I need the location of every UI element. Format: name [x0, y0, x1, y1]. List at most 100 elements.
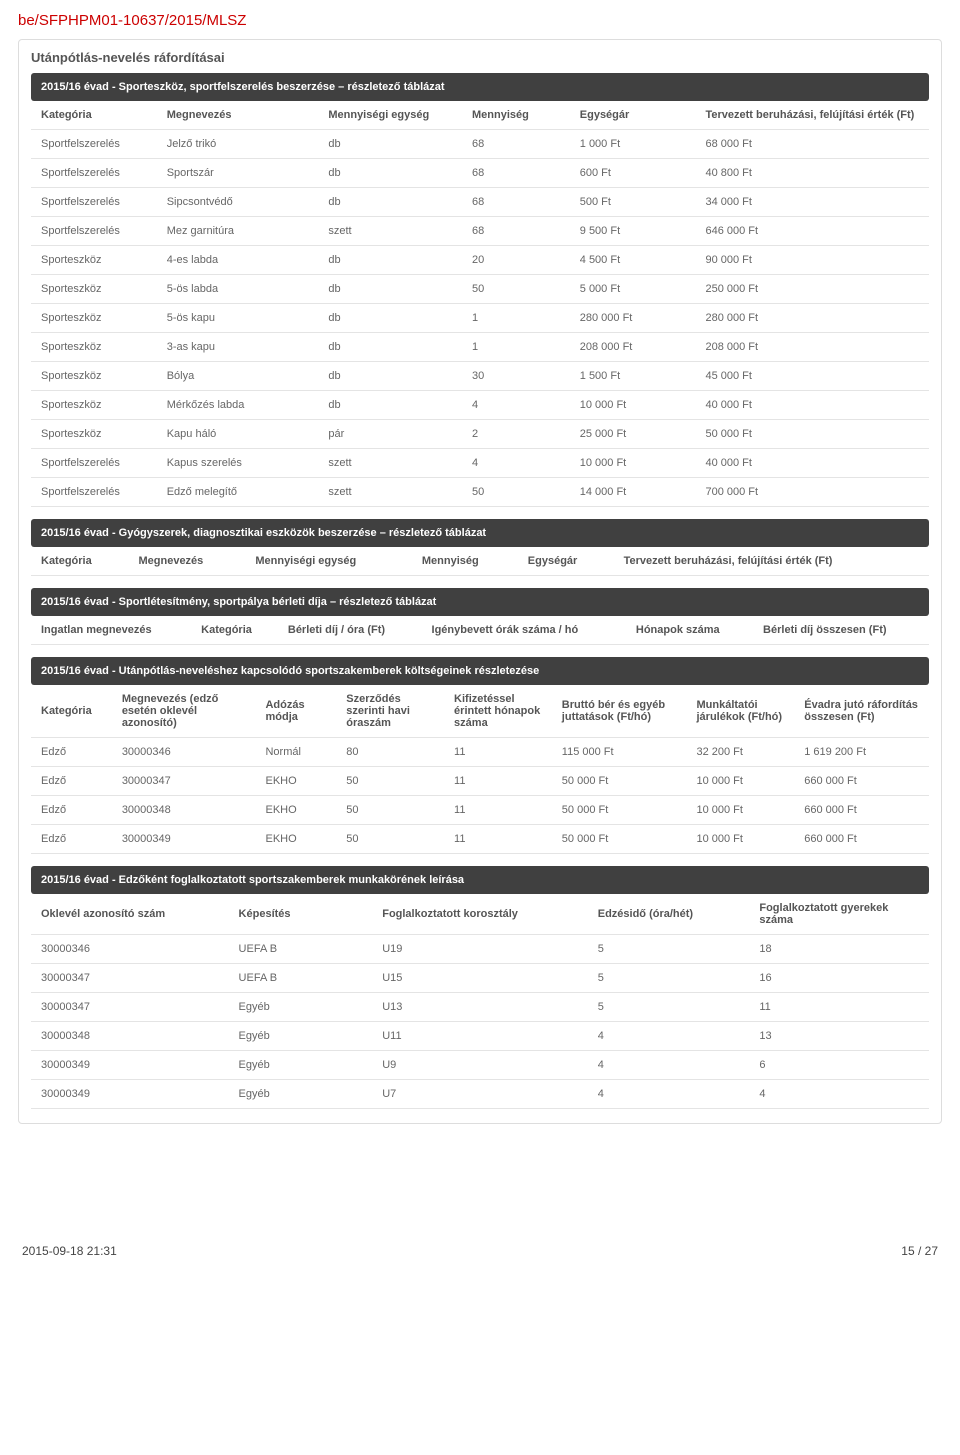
staff-cost-cell: EKHO	[255, 825, 336, 854]
equipment-cell: 5-ös labda	[157, 275, 319, 304]
staff-cost-header: Bruttó bér és egyéb juttatások (Ft/hó)	[552, 685, 687, 738]
rental-header: Igénybevett órák száma / hó	[422, 616, 626, 645]
equipment-cell: db	[318, 246, 462, 275]
equipment-cell: 34 000 Ft	[695, 188, 929, 217]
equipment-cell: 9 500 Ft	[570, 217, 696, 246]
equipment-cell: 45 000 Ft	[695, 362, 929, 391]
equipment-cell: Sportfelszerelés	[31, 478, 157, 507]
staff-cost-cell: 50 000 Ft	[552, 796, 687, 825]
staff-cost-cell: 660 000 Ft	[794, 825, 929, 854]
equipment-cell: 68	[462, 130, 570, 159]
equipment-cell: 700 000 Ft	[695, 478, 929, 507]
coach-role-cell: 5	[588, 935, 750, 964]
equipment-cell: Sporteszköz	[31, 333, 157, 362]
staff-cost-cell: 115 000 Ft	[552, 738, 687, 767]
coach-role-cell: Egyéb	[229, 1022, 373, 1051]
equipment-cell: Sporteszköz	[31, 391, 157, 420]
equipment-cell: 30	[462, 362, 570, 391]
coach-role-row: 30000348EgyébU11413	[31, 1022, 929, 1051]
equipment-cell: 40 000 Ft	[695, 449, 929, 478]
staff-cost-cell: Edző	[31, 825, 112, 854]
coach-role-header: Foglalkoztatott korosztály	[372, 894, 588, 935]
equipment-cell: Kapu háló	[157, 420, 319, 449]
equipment-cell: szett	[318, 449, 462, 478]
equipment-cell: Sportfelszerelés	[31, 159, 157, 188]
section-bar-coach-role: 2015/16 évad - Edzőként foglalkoztatott …	[31, 866, 929, 894]
equipment-cell: pár	[318, 420, 462, 449]
equipment-row: Sporteszköz3-as kapudb1208 000 Ft208 000…	[31, 333, 929, 362]
staff-cost-header: Kifizetéssel érintett hónapok száma	[444, 685, 552, 738]
equipment-cell: 3-as kapu	[157, 333, 319, 362]
equipment-header: Egységár	[570, 101, 696, 130]
coach-role-cell: 4	[588, 1051, 750, 1080]
staff-cost-cell: 30000346	[112, 738, 256, 767]
equipment-header: Mennyiségi egység	[318, 101, 462, 130]
staff-cost-cell: 50	[336, 796, 444, 825]
coach-role-header: Foglalkoztatott gyerekek száma	[749, 894, 929, 935]
equipment-row: SporteszközKapu hálópár225 000 Ft50 000 …	[31, 420, 929, 449]
equipment-header: Megnevezés	[157, 101, 319, 130]
coach-role-cell: U7	[372, 1080, 588, 1109]
staff-cost-cell: 11	[444, 825, 552, 854]
equipment-row: SportfelszerelésKapus szerelésszett410 0…	[31, 449, 929, 478]
equipment-cell: Sipcsontvédő	[157, 188, 319, 217]
equipment-cell: db	[318, 304, 462, 333]
staff-cost-cell: 80	[336, 738, 444, 767]
section-bar-medicine: 2015/16 évad - Gyógyszerek, diagnosztika…	[31, 519, 929, 547]
equipment-cell: Sportfelszerelés	[31, 217, 157, 246]
equipment-cell: 2	[462, 420, 570, 449]
panel-title: Utánpótlás-nevelés ráfordításai	[31, 50, 929, 65]
equipment-cell: Sportfelszerelés	[31, 130, 157, 159]
staff-cost-header: Évadra jutó ráfordítás összesen (Ft)	[794, 685, 929, 738]
equipment-cell: db	[318, 333, 462, 362]
staff-cost-cell: Normál	[255, 738, 336, 767]
medicine-header: Tervezett beruházási, felújítási érték (…	[614, 547, 929, 576]
equipment-cell: Mérkőzés labda	[157, 391, 319, 420]
coach-role-cell: 4	[749, 1080, 929, 1109]
equipment-cell: 250 000 Ft	[695, 275, 929, 304]
equipment-cell: 40 000 Ft	[695, 391, 929, 420]
equipment-cell: 646 000 Ft	[695, 217, 929, 246]
coach-role-cell: 16	[749, 964, 929, 993]
staff-cost-header: Megnevezés (edző esetén oklevél azonosít…	[112, 685, 256, 738]
footer-page: 15 / 27	[901, 1244, 938, 1258]
section-bar-rental: 2015/16 évad - Sportlétesítmény, sportpá…	[31, 588, 929, 616]
staff-cost-cell: 30000347	[112, 767, 256, 796]
coach-role-cell: 6	[749, 1051, 929, 1080]
equipment-cell: 1 500 Ft	[570, 362, 696, 391]
equipment-row: SporteszközMérkőzés labdadb410 000 Ft40 …	[31, 391, 929, 420]
document-id: be/SFPHPM01-10637/2015/MLSZ	[18, 12, 942, 29]
equipment-cell: 40 800 Ft	[695, 159, 929, 188]
coach-role-cell: 30000346	[31, 935, 229, 964]
staff-cost-cell: 30000349	[112, 825, 256, 854]
medicine-header: Mennyiségi egység	[245, 547, 412, 576]
footer-timestamp: 2015-09-18 21:31	[22, 1244, 117, 1258]
equipment-cell: Sportfelszerelés	[31, 188, 157, 217]
staff-cost-cell: Edző	[31, 796, 112, 825]
equipment-row: SportfelszerelésMez garnitúraszett689 50…	[31, 217, 929, 246]
equipment-header: Tervezett beruházási, felújítási érték (…	[695, 101, 929, 130]
rental-header: Ingatlan megnevezés	[31, 616, 191, 645]
coach-role-cell: U19	[372, 935, 588, 964]
equipment-cell: 68	[462, 188, 570, 217]
equipment-row: SportfelszerelésJelző trikódb681 000 Ft6…	[31, 130, 929, 159]
coach-role-cell: 4	[588, 1080, 750, 1109]
staff-cost-header: Adózás módja	[255, 685, 336, 738]
equipment-cell: Sporteszköz	[31, 420, 157, 449]
coach-role-cell: 18	[749, 935, 929, 964]
equipment-cell: Sportszár	[157, 159, 319, 188]
staff-cost-row: Edző30000349EKHO501150 000 Ft10 000 Ft66…	[31, 825, 929, 854]
equipment-cell: 4	[462, 391, 570, 420]
equipment-cell: db	[318, 130, 462, 159]
equipment-cell: Sporteszköz	[31, 304, 157, 333]
coach-role-cell: 13	[749, 1022, 929, 1051]
equipment-cell: 280 000 Ft	[570, 304, 696, 333]
equipment-table: KategóriaMegnevezésMennyiségi egységMenn…	[31, 101, 929, 507]
equipment-cell: Kapus szerelés	[157, 449, 319, 478]
equipment-cell: Sporteszköz	[31, 246, 157, 275]
staff-cost-cell: 30000348	[112, 796, 256, 825]
equipment-cell: Bólya	[157, 362, 319, 391]
staff-cost-cell: 32 200 Ft	[686, 738, 794, 767]
equipment-cell: 10 000 Ft	[570, 391, 696, 420]
equipment-cell: 10 000 Ft	[570, 449, 696, 478]
